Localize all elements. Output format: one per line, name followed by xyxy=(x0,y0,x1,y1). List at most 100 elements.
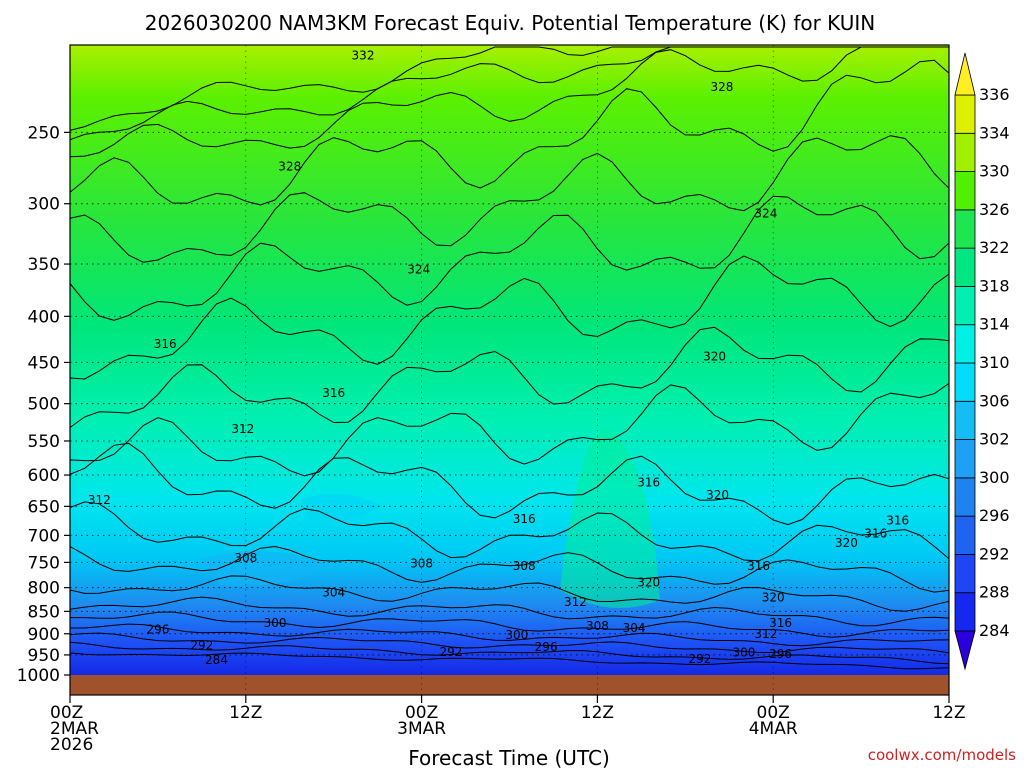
colorbar-label-306: 306 xyxy=(979,391,1010,410)
contour-line-8 xyxy=(69,382,950,477)
convective-plume xyxy=(560,429,660,608)
contour-label-22: 320 xyxy=(762,590,785,604)
contour-label-16: 308 xyxy=(234,551,257,565)
cold-pool-bubble-b xyxy=(200,551,330,586)
y-tick-label-800: 800 xyxy=(28,579,60,599)
contour-label-text: 320 xyxy=(706,488,729,502)
colorbar-label-284: 284 xyxy=(979,621,1010,640)
y-tick-label-1000: 1000 xyxy=(17,666,60,686)
contour-label-text: 296 xyxy=(769,647,792,661)
contour-label-text: 292 xyxy=(190,638,213,652)
y-tick-label-350: 350 xyxy=(28,255,60,275)
contour-line-3 xyxy=(69,59,950,206)
contour-label-12: 316 xyxy=(513,512,536,526)
credit-text: coolwx.com/models xyxy=(868,746,1016,764)
contour-label-33: 292 xyxy=(439,645,462,659)
chart-title: 2026030200 NAM3KM Forecast Equiv. Potent… xyxy=(145,11,876,35)
contour-label-9: 316 xyxy=(637,476,660,490)
y-tick-label-650: 650 xyxy=(28,497,60,517)
contour-label-11: 312 xyxy=(88,493,111,507)
contour-label-7: 316 xyxy=(322,386,345,400)
contour-label-text: 320 xyxy=(703,349,726,363)
colorbar-band-292 xyxy=(954,515,976,555)
contour-label-text: 328 xyxy=(710,80,733,94)
y-axis: 250 300 350 400 450 500 550 600 650 700 750 800 850 9… xyxy=(17,123,70,686)
contour-label-4: 324 xyxy=(407,263,430,277)
contour-line-10 xyxy=(69,501,950,562)
contour-label-19: 316 xyxy=(747,559,770,573)
contour-label-23: 312 xyxy=(564,595,587,609)
contour-label-text: 300 xyxy=(264,616,287,630)
x-axis-title: Forecast Time (UTC) xyxy=(408,746,610,768)
contour-label-21: 304 xyxy=(322,586,345,600)
y-tick-label-850: 850 xyxy=(28,602,60,622)
contour-label-text: 304 xyxy=(623,621,646,635)
x-tick-label-4-2: 4MAR xyxy=(749,719,798,739)
contour-label-0: 332 xyxy=(352,49,375,63)
contour-label-32: 296 xyxy=(535,640,558,654)
colorbar-band-302 xyxy=(954,400,976,440)
contour-label-text: 316 xyxy=(513,512,536,526)
colorbar-band-288 xyxy=(954,554,976,594)
colorbar-label-330: 330 xyxy=(979,162,1010,181)
colorbar-band-306 xyxy=(954,362,976,402)
colorbar-label-334: 334 xyxy=(979,123,1010,142)
colorbar-label-336: 336 xyxy=(979,85,1010,104)
colorbar-band-334 xyxy=(954,94,976,134)
y-tick-label-750: 750 xyxy=(28,553,60,573)
colorbar-band-318 xyxy=(954,247,976,287)
colorbar-band-300 xyxy=(954,439,976,479)
contour-label-text: 316 xyxy=(154,337,177,351)
contour-label-text: 312 xyxy=(231,422,254,436)
contour-line-1 xyxy=(69,46,949,141)
colorbar-arrow-high xyxy=(954,52,976,96)
contour-label-text: 296 xyxy=(146,623,169,637)
contour-label-text: 308 xyxy=(234,551,257,565)
contour-label-3: 324 xyxy=(754,207,777,221)
contour-label-text: 332 xyxy=(352,49,375,63)
contour-label-36: 284 xyxy=(205,653,228,667)
colorbar-label-288: 288 xyxy=(979,583,1010,602)
colorbar-band-310 xyxy=(954,324,976,364)
colorbar-band-296 xyxy=(954,477,976,517)
contour-label-text: 316 xyxy=(322,386,345,400)
contour-label-text: 320 xyxy=(762,590,785,604)
contour-label-text: 308 xyxy=(586,619,609,633)
x-tick-label-1-1: 12Z xyxy=(229,703,262,723)
colorbar-label-322: 322 xyxy=(979,238,1010,257)
y-tick-label-950: 950 xyxy=(28,646,60,666)
contour-line-4 xyxy=(69,135,950,263)
contour-label-text: 284 xyxy=(205,653,228,667)
colorbar-band-330 xyxy=(954,132,976,172)
contour-label-8: 312 xyxy=(231,422,254,436)
contour-line-9 xyxy=(69,442,950,526)
contour-label-text: 300 xyxy=(505,628,528,642)
y-tick-label-250: 250 xyxy=(28,123,60,143)
x-tick-label-2-1: 00Z xyxy=(405,703,438,723)
contour-label-5: 316 xyxy=(154,337,177,351)
contour-label-text: 304 xyxy=(322,586,345,600)
contour-label-14: 316 xyxy=(864,527,887,541)
x-tick-label-0-1: 00Z xyxy=(50,703,83,723)
contour-label-29: 312 xyxy=(754,627,777,641)
contour-label-text: 312 xyxy=(754,627,777,641)
contour-label-text: 300 xyxy=(732,646,755,660)
x-tick-label-0-3: 2026 xyxy=(50,735,93,755)
contour-label-25: 316 xyxy=(769,616,792,630)
x-tick-label-4-1: 00Z xyxy=(757,703,790,723)
contour-line-12 xyxy=(69,575,950,612)
contour-label-text: 324 xyxy=(407,263,430,277)
cold-pool-bubble-a xyxy=(300,493,380,521)
contour-label-text: 312 xyxy=(88,493,111,507)
contour-label-text: 312 xyxy=(564,595,587,609)
x-tick-label-5-1: 12Z xyxy=(932,703,965,723)
colorbar-label-326: 326 xyxy=(979,200,1010,219)
contour-label-26: 308 xyxy=(586,619,609,633)
y-tick-label-550: 550 xyxy=(28,432,60,452)
colorbar-label-300: 300 xyxy=(979,468,1010,487)
contour-label-24: 300 xyxy=(264,616,287,630)
contour-label-28: 296 xyxy=(146,623,169,637)
